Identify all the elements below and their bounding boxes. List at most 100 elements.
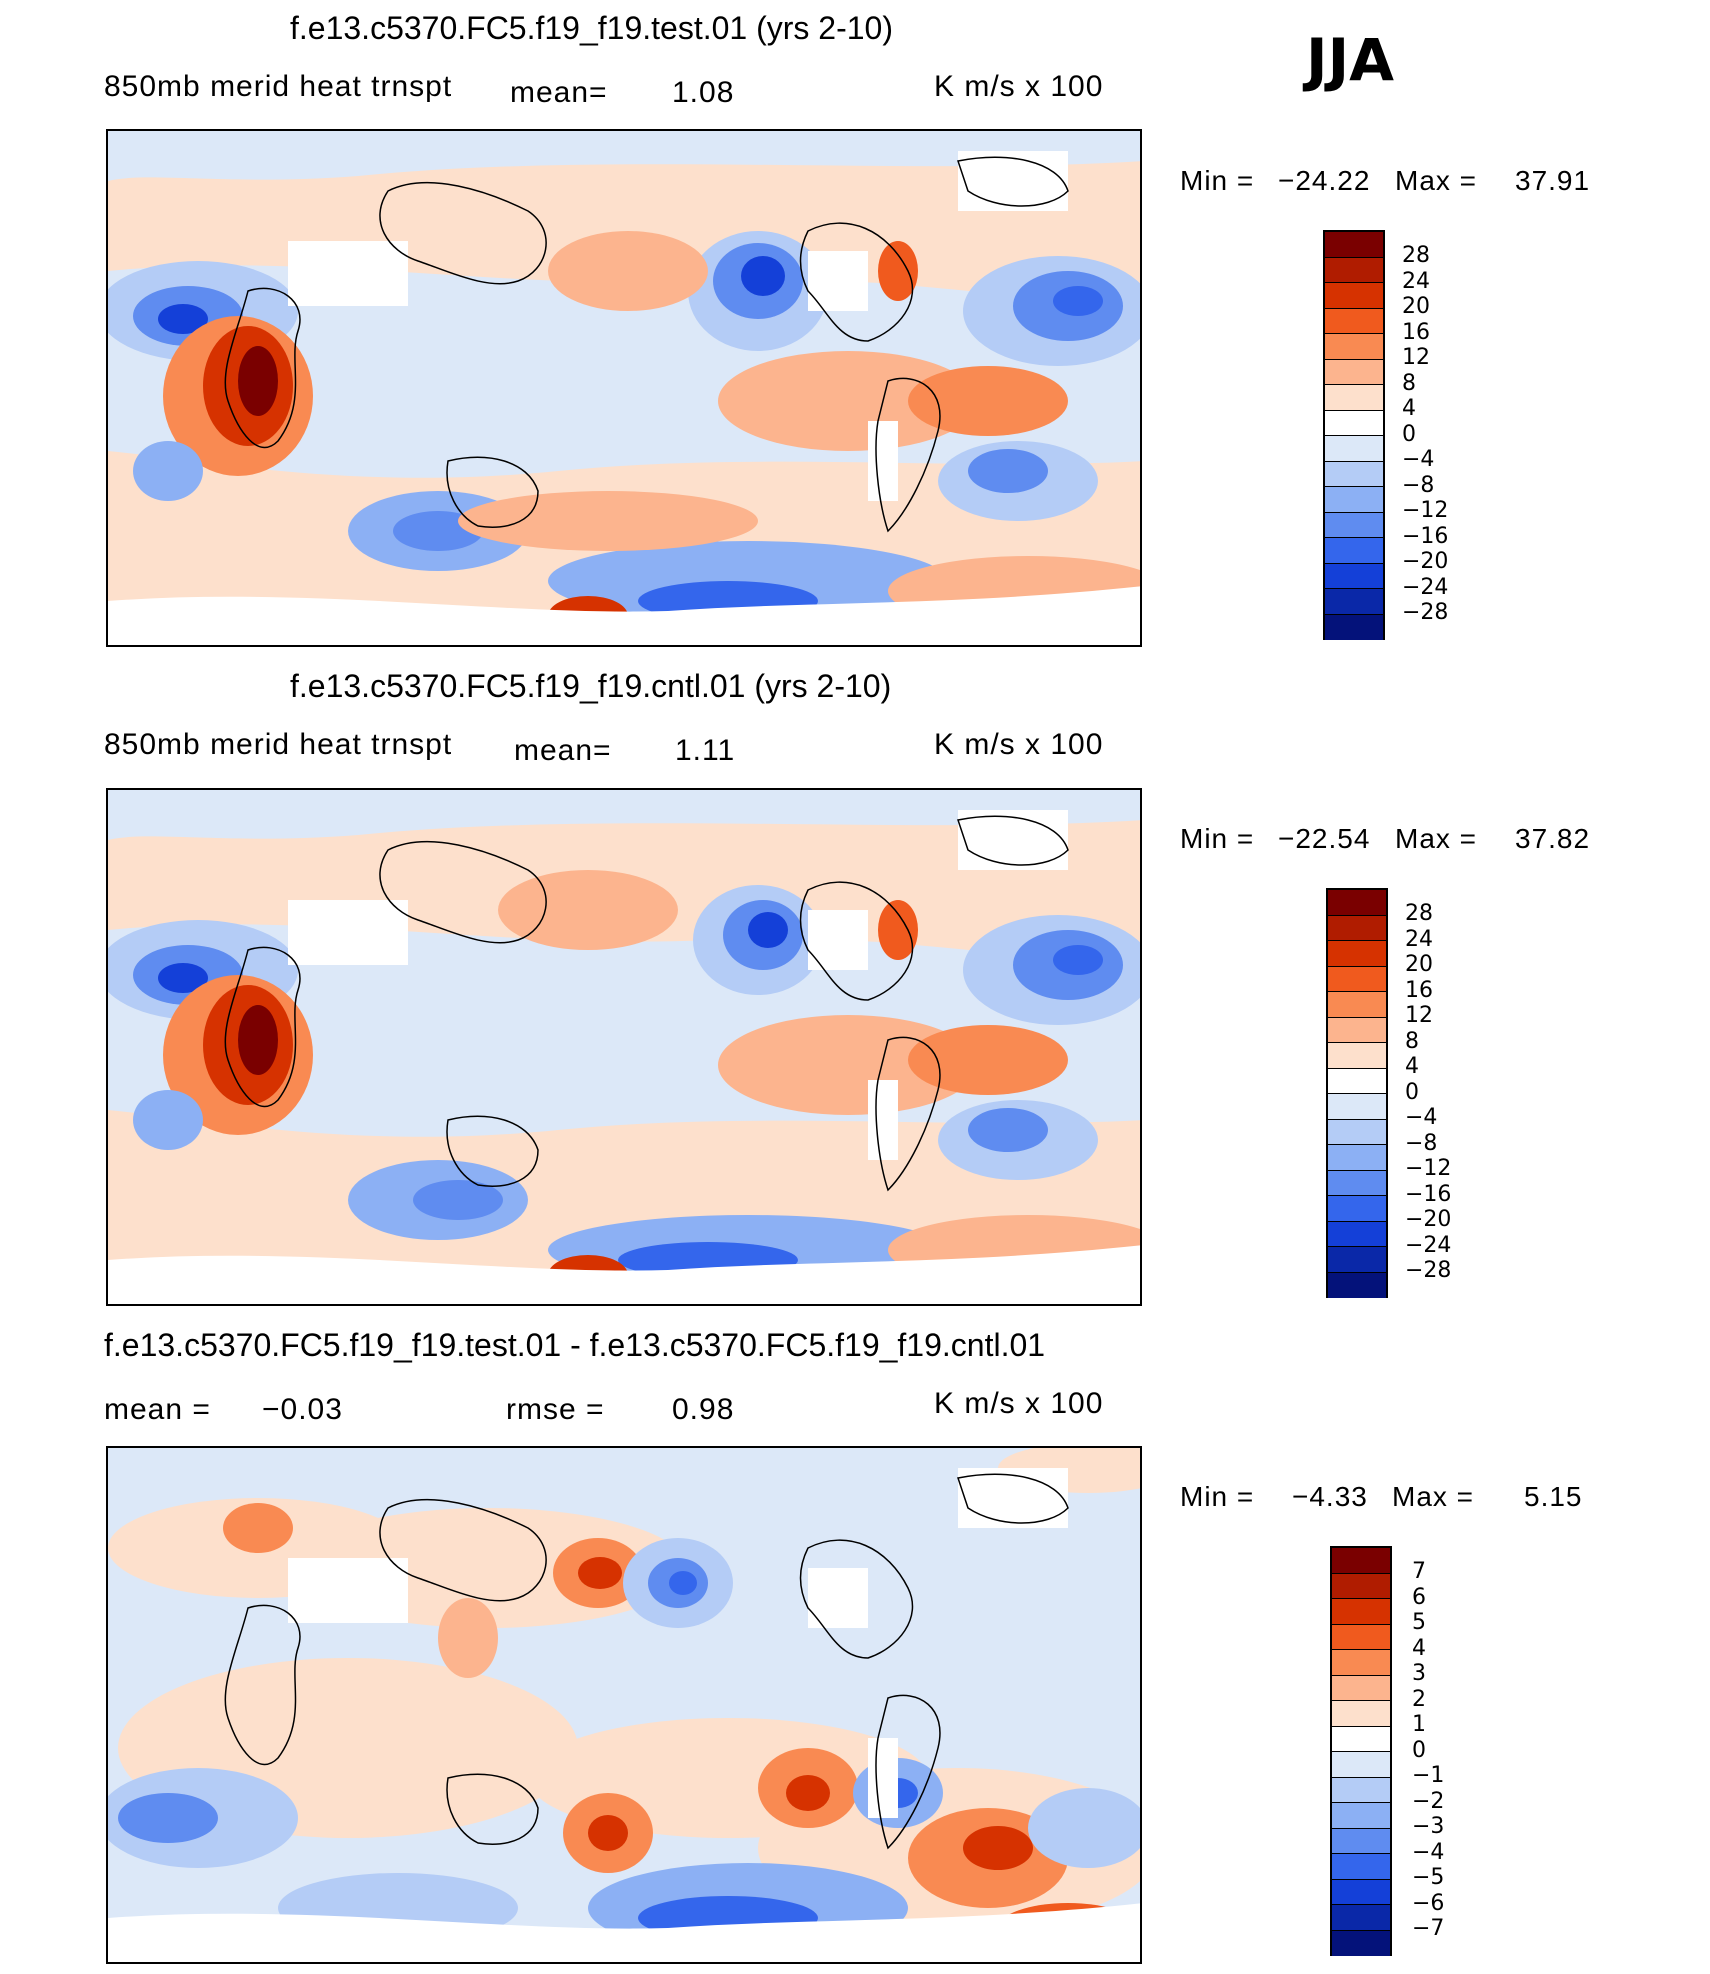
colorbar-swatch [1328, 1068, 1386, 1094]
colorbar-swatch [1332, 1752, 1390, 1778]
colorbar-label: 4 [1412, 1635, 1426, 1661]
colorbar-swatch [1328, 1094, 1386, 1120]
panel1-min-label: Min = [1180, 165, 1255, 196]
colorbar-swatch [1325, 563, 1383, 589]
colorbar-swatch [1325, 410, 1383, 436]
colorbar-swatch [1328, 941, 1386, 967]
colorbar-swatch [1332, 1854, 1390, 1880]
panel3-mean-label: mean = [104, 1393, 211, 1426]
colorbar-label: 16 [1405, 977, 1433, 1003]
colorbar-label: −3 [1412, 1814, 1445, 1839]
panel2-mean-label: mean= [514, 734, 612, 767]
colorbar-label: −4 [1402, 447, 1435, 472]
colorbar-swatch [1332, 1930, 1390, 1956]
colorbar-label: −4 [1405, 1105, 1438, 1130]
colorbar-label: −20 [1405, 1207, 1452, 1232]
panel3-map [106, 1446, 1142, 1964]
colorbar-swatch [1328, 992, 1386, 1018]
colorbar-label: −5 [1412, 1865, 1445, 1890]
colorbar-swatch [1328, 890, 1386, 916]
colorbar-swatch [1332, 1828, 1390, 1854]
colorbar-label: −24 [1405, 1232, 1452, 1258]
colorbar-label: −16 [1405, 1181, 1452, 1207]
panel2-min-label: Min = [1180, 823, 1255, 854]
panel2-units: K m/s x 100 [934, 728, 1104, 761]
panel2-colorbar [1326, 888, 1388, 1298]
colorbar-swatch [1325, 461, 1383, 487]
colorbar-label: 6 [1412, 1584, 1426, 1610]
colorbar-swatch [1325, 334, 1383, 360]
colorbar-swatch [1332, 1879, 1390, 1905]
panel1-map-field [108, 131, 1140, 645]
colorbar-swatch [1325, 487, 1383, 513]
panel1-title: f.e13.c5370.FC5.f19_f19.test.01 (yrs 2-1… [290, 10, 893, 46]
panel2-min-value: −22.54 [1278, 823, 1371, 854]
colorbar-label: −8 [1405, 1130, 1438, 1156]
colorbar-swatch [1328, 1119, 1386, 1145]
panel3-map-field [108, 1448, 1140, 1962]
panel3-colorbar-labels: 7 6 5 4 3 2 1 0 −1 −2 −3 −4 −5 −6 −7 [1412, 1559, 1444, 1942]
colorbar-label: 12 [1405, 1003, 1433, 1028]
colorbar-swatch [1328, 1247, 1386, 1273]
panel2-max-label: Max = [1395, 823, 1478, 854]
panel3-max-label: Max = [1392, 1481, 1475, 1512]
colorbar-swatch [1325, 512, 1383, 538]
colorbar-swatch [1325, 538, 1383, 564]
colorbar-label: −24 [1402, 574, 1449, 600]
colorbar-swatch [1325, 436, 1383, 462]
panel2-mean-value: 1.11 [675, 734, 736, 767]
colorbar-swatch [1328, 1196, 1386, 1222]
panel2-colorbar-labels: 28 24 20 16 12 8 4 0 −4 −8 −12 −16 −20 −… [1405, 901, 1451, 1284]
colorbar-label: 0 [1405, 1079, 1419, 1105]
colorbar-label: 4 [1402, 396, 1416, 421]
colorbar-swatch [1332, 1726, 1390, 1752]
panel2-map [106, 788, 1142, 1306]
colorbar-swatch [1328, 1221, 1386, 1247]
colorbar-swatch [1328, 1272, 1386, 1298]
colorbar-label: 24 [1405, 926, 1433, 952]
colorbar-label: 2 [1412, 1686, 1426, 1712]
colorbar-label: 1 [1412, 1712, 1426, 1737]
colorbar-label: 20 [1405, 952, 1433, 977]
panel1-colorbar [1323, 230, 1385, 640]
colorbar-label: 0 [1412, 1737, 1426, 1763]
panel1-max-value: 37.91 [1515, 165, 1591, 196]
panel1-max-label: Max = [1395, 165, 1478, 196]
colorbar-label: −20 [1402, 549, 1449, 574]
colorbar-swatch [1328, 1145, 1386, 1171]
colorbar-swatch [1332, 1624, 1390, 1650]
panel3-title: f.e13.c5370.FC5.f19_f19.test.01 - f.e13.… [104, 1327, 1046, 1363]
colorbar-label: 3 [1412, 1661, 1426, 1686]
panel3-units: K m/s x 100 [934, 1387, 1104, 1420]
panel3-min-label: Min = [1180, 1481, 1255, 1512]
colorbar-label: 0 [1402, 421, 1416, 447]
panel2-variable: 850mb merid heat trnspt [104, 728, 453, 761]
colorbar-swatch [1332, 1905, 1390, 1931]
panel1-map [106, 129, 1142, 647]
colorbar-label: −12 [1402, 498, 1449, 523]
colorbar-label: −8 [1402, 472, 1435, 498]
colorbar-label: −4 [1412, 1839, 1445, 1865]
colorbar-label: 16 [1402, 319, 1430, 345]
colorbar-swatch [1328, 1043, 1386, 1069]
colorbar-swatch [1332, 1777, 1390, 1803]
season-label: JJA [1306, 26, 1395, 94]
colorbar-label: −2 [1412, 1788, 1445, 1814]
colorbar-swatch [1328, 1017, 1386, 1043]
panel1-variable: 850mb merid heat trnspt [104, 70, 453, 103]
panel2-title: f.e13.c5370.FC5.f19_f19.cntl.01 (yrs 2-1… [290, 668, 892, 704]
colorbar-swatch [1325, 308, 1383, 334]
panel1-mean-value: 1.08 [672, 76, 735, 109]
colorbar-swatch [1328, 966, 1386, 992]
colorbar-label: 8 [1405, 1028, 1419, 1054]
colorbar-label: −6 [1412, 1890, 1445, 1916]
colorbar-swatch [1332, 1573, 1390, 1599]
colorbar-label: 28 [1405, 901, 1433, 926]
colorbar-label: −7 [1412, 1916, 1445, 1941]
panel2-max-value: 37.82 [1515, 823, 1591, 854]
colorbar-swatch [1325, 283, 1383, 309]
panel3-mean-value: −0.03 [262, 1393, 343, 1426]
colorbar-swatch [1332, 1599, 1390, 1625]
panel1-min-value: −24.22 [1278, 165, 1371, 196]
panel2-map-field [108, 790, 1140, 1304]
